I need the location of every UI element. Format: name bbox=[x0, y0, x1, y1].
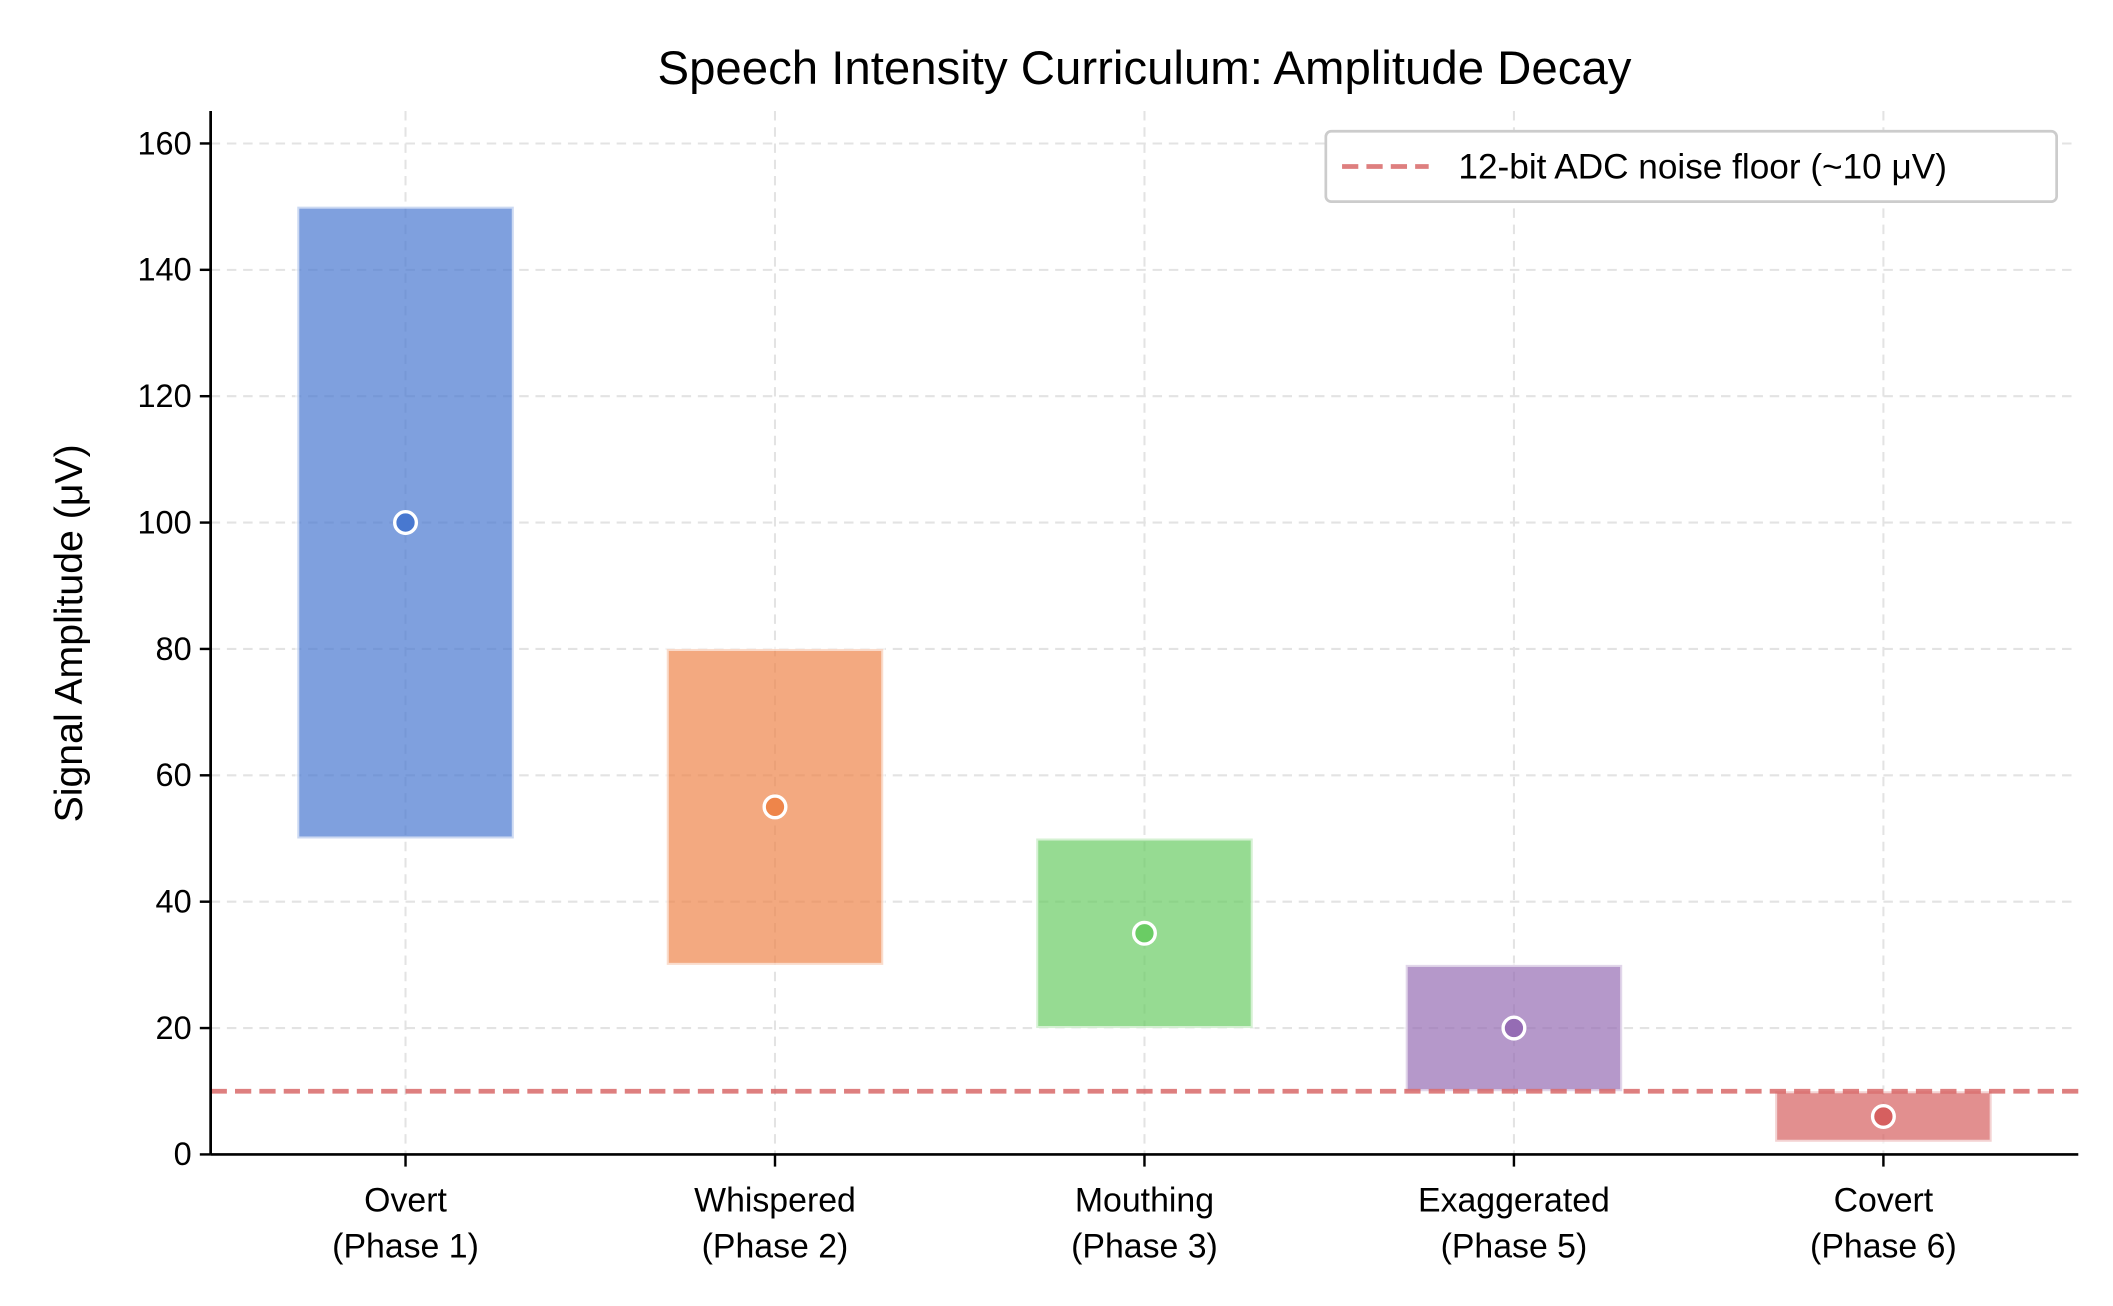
x-tick-label: (Phase 3) bbox=[1071, 1227, 1218, 1265]
y-axis-label: Signal Amplitude (μV) bbox=[47, 444, 91, 822]
legend-label: 12-bit ADC noise floor (~10 μV) bbox=[1458, 148, 1946, 187]
x-tick-label: Covert bbox=[1834, 1181, 1934, 1219]
x-tick-label: Mouthing bbox=[1075, 1181, 1214, 1219]
x-tick-label: Exaggerated bbox=[1418, 1181, 1610, 1219]
center-marker bbox=[1870, 1103, 1896, 1130]
center-marker bbox=[1131, 920, 1157, 946]
center-marker bbox=[393, 510, 419, 536]
x-tick-label: (Phase 6) bbox=[1810, 1227, 1957, 1265]
y-tick-label: 80 bbox=[156, 631, 192, 667]
axes: 0 20 40 60 80 100 120 140 160 Overt (Phase 1) Whisp… bbox=[138, 110, 2079, 1265]
center-marker bbox=[762, 794, 788, 820]
y-tick-label: 0 bbox=[174, 1136, 192, 1172]
y-tick-label: 20 bbox=[156, 1010, 192, 1046]
bars bbox=[295, 204, 1994, 1144]
chart-title: Speech Intensity Curriculum: Amplitude D… bbox=[657, 42, 1631, 95]
y-tick-label: 60 bbox=[156, 757, 192, 793]
center-marker bbox=[1501, 1015, 1527, 1041]
y-tick-label: 40 bbox=[156, 884, 192, 920]
x-tick-label: (Phase 5) bbox=[1441, 1227, 1588, 1265]
y-tick-label: 140 bbox=[138, 252, 192, 288]
y-tick-label: 160 bbox=[138, 125, 192, 161]
y-tick-label: 120 bbox=[138, 378, 192, 414]
x-tick-label: (Phase 1) bbox=[332, 1227, 479, 1265]
y-tick-label: 100 bbox=[138, 504, 192, 540]
x-tick-label: Whispered bbox=[694, 1181, 856, 1219]
x-tick-label: Overt bbox=[364, 1181, 447, 1219]
x-tick-label: (Phase 2) bbox=[702, 1227, 849, 1265]
legend-box bbox=[1324, 129, 2058, 204]
legend: 12-bit ADC noise floor (~10 μV) bbox=[1324, 129, 2058, 204]
